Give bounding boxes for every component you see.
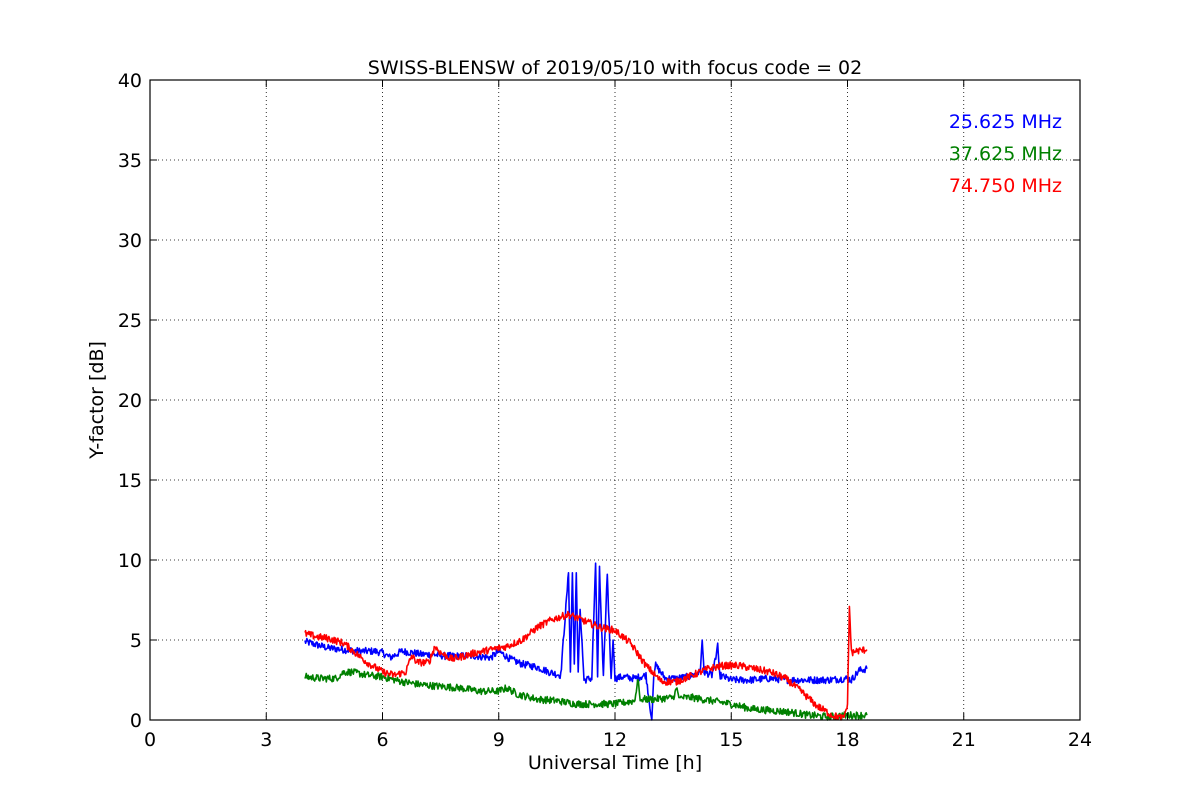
x-tick-label: 24 bbox=[1068, 729, 1092, 751]
legend-label-1: 25.625 MHz bbox=[949, 111, 1062, 133]
y-tick-label: 0 bbox=[130, 710, 142, 732]
y-tick-label: 35 bbox=[118, 150, 142, 172]
y-tick-label: 25 bbox=[118, 310, 142, 332]
y-tick-label: 15 bbox=[118, 470, 142, 492]
x-tick-label: 21 bbox=[952, 729, 976, 751]
y-axis-label: Y-factor [dB] bbox=[86, 341, 108, 460]
series-line-2 bbox=[304, 668, 868, 721]
y-tick-label: 30 bbox=[118, 230, 142, 252]
x-tick-label: 12 bbox=[603, 729, 627, 751]
y-tick-label: 10 bbox=[118, 550, 142, 572]
x-tick-label: 6 bbox=[376, 729, 388, 751]
y-tick-label: 40 bbox=[118, 70, 142, 92]
ticks: 0 3 6 9 12 15 18 21 24 0 5 10 15 20 25 30 35 40 bbox=[118, 70, 1092, 751]
x-tick-label: 0 bbox=[144, 729, 156, 751]
grid bbox=[150, 80, 1080, 720]
legend: 25.625 MHz 37.625 MHz 74.750 MHz bbox=[949, 111, 1062, 197]
series-line-1 bbox=[304, 562, 868, 721]
x-axis-label: Universal Time [h] bbox=[528, 752, 702, 774]
y-tick-label: 20 bbox=[118, 390, 142, 412]
y-tick-label: 5 bbox=[130, 630, 142, 652]
series-group bbox=[304, 562, 868, 721]
chart-title: SWISS-BLENSW of 2019/05/10 with focus co… bbox=[368, 57, 862, 79]
x-tick-label: 18 bbox=[835, 729, 859, 751]
legend-label-2: 37.625 MHz bbox=[949, 143, 1062, 165]
legend-label-3: 74.750 MHz bbox=[949, 175, 1062, 197]
x-tick-label: 3 bbox=[260, 729, 272, 751]
x-tick-label: 9 bbox=[493, 729, 505, 751]
x-tick-label: 15 bbox=[719, 729, 743, 751]
series-line-3 bbox=[304, 605, 868, 721]
